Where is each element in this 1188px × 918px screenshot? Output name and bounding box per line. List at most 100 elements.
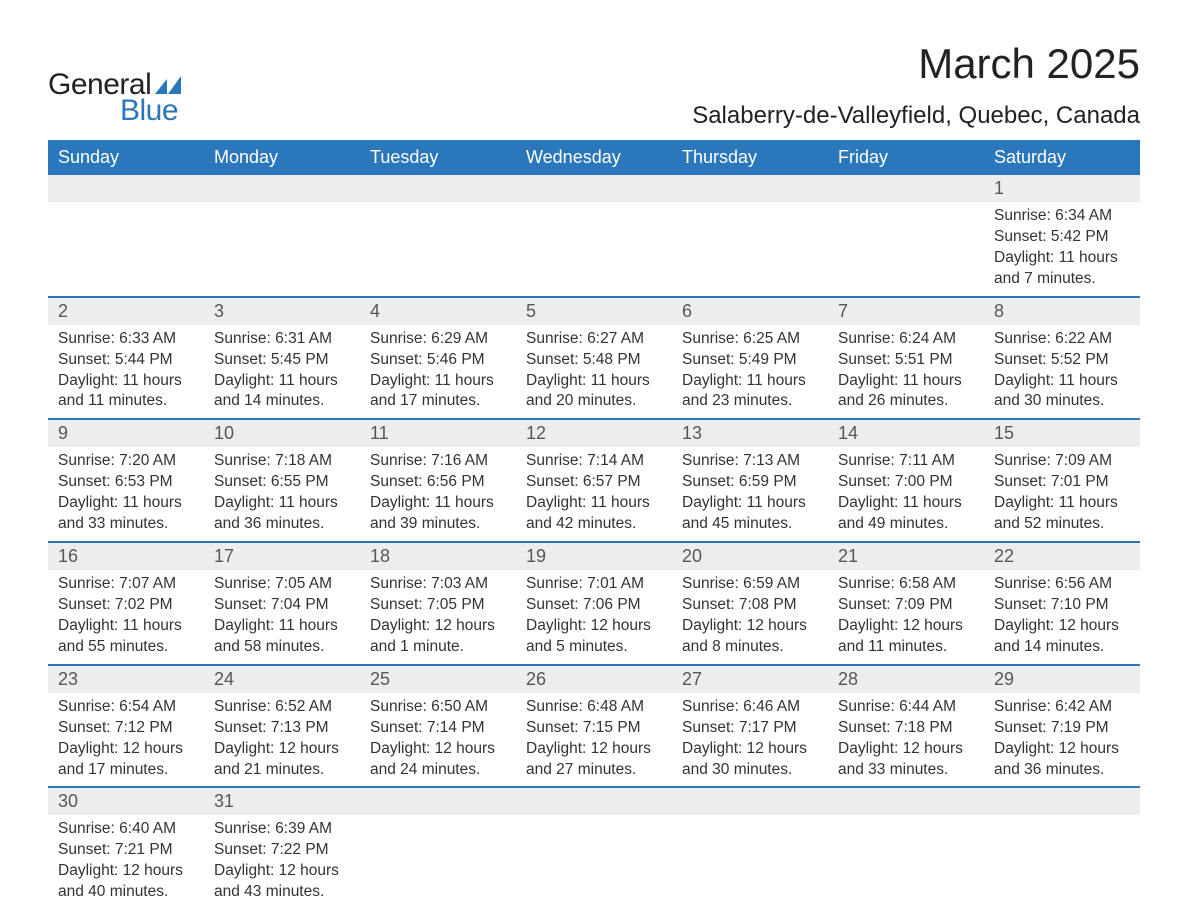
day-detail-cell: Sunrise: 6:40 AMSunset: 7:21 PMDaylight:… [48,815,204,909]
sunrise-line: Sunrise: 7:20 AM [58,451,194,472]
day-detail-cell [672,202,828,297]
sunrise-line: Sunrise: 7:16 AM [370,451,506,472]
daylight-line: Daylight: 11 hours and 17 minutes. [370,371,506,413]
daylight-line: Daylight: 11 hours and 30 minutes. [994,371,1130,413]
sunrise-line: Sunrise: 6:25 AM [682,329,818,350]
day-header: Thursday [672,140,828,175]
logo-word-blue: Blue [120,94,181,128]
day-detail-row: Sunrise: 6:40 AMSunset: 7:21 PMDaylight:… [48,815,1140,909]
daylight-line: Daylight: 11 hours and 33 minutes. [58,493,194,535]
sunrise-line: Sunrise: 6:34 AM [994,206,1130,227]
day-number: 1 [994,178,1004,198]
daylight-line: Daylight: 12 hours and 8 minutes. [682,616,818,658]
day-detail-cell: Sunrise: 7:05 AMSunset: 7:04 PMDaylight:… [204,570,360,665]
location: Salaberry-de-Valleyfield, Quebec, Canada [692,102,1140,130]
daylight-line: Daylight: 12 hours and 33 minutes. [838,739,974,781]
sunset-line: Sunset: 7:17 PM [682,718,818,739]
day-number: 19 [526,546,546,566]
sunrise-line: Sunrise: 7:07 AM [58,574,194,595]
day-detail-cell [984,815,1140,909]
daylight-line: Daylight: 11 hours and 58 minutes. [214,616,350,658]
day-number-cell: 27 [672,665,828,693]
day-number-cell [360,175,516,202]
day-number: 21 [838,546,858,566]
sunrise-line: Sunrise: 7:18 AM [214,451,350,472]
day-number-cell: 9 [48,419,204,447]
sunset-line: Sunset: 7:19 PM [994,718,1130,739]
day-number-cell [672,175,828,202]
day-number: 7 [838,301,848,321]
sunset-line: Sunset: 7:14 PM [370,718,506,739]
day-number-cell: 12 [516,419,672,447]
sunrise-line: Sunrise: 6:29 AM [370,329,506,350]
sunrise-line: Sunrise: 6:48 AM [526,697,662,718]
sunrise-line: Sunrise: 6:24 AM [838,329,974,350]
daylight-line: Daylight: 11 hours and 55 minutes. [58,616,194,658]
day-detail-cell: Sunrise: 6:52 AMSunset: 7:13 PMDaylight:… [204,693,360,788]
day-number-cell: 15 [984,419,1140,447]
sunset-line: Sunset: 7:21 PM [58,840,194,861]
day-number-row: 23242526272829 [48,665,1140,693]
day-header: Tuesday [360,140,516,175]
sunset-line: Sunset: 7:06 PM [526,595,662,616]
day-detail-cell: Sunrise: 6:24 AMSunset: 5:51 PMDaylight:… [828,325,984,420]
day-number: 24 [214,669,234,689]
day-number-cell: 8 [984,297,1140,325]
sunrise-line: Sunrise: 6:39 AM [214,819,350,840]
day-number-cell: 22 [984,542,1140,570]
day-number-cell: 7 [828,297,984,325]
daylight-line: Daylight: 12 hours and 5 minutes. [526,616,662,658]
day-number-cell [48,175,204,202]
sunrise-line: Sunrise: 6:31 AM [214,329,350,350]
day-detail-row: Sunrise: 6:33 AMSunset: 5:44 PMDaylight:… [48,325,1140,420]
month-title: March 2025 [692,40,1140,88]
day-number-cell: 19 [516,542,672,570]
day-detail-row: Sunrise: 6:54 AMSunset: 7:12 PMDaylight:… [48,693,1140,788]
day-detail-cell: Sunrise: 6:42 AMSunset: 7:19 PMDaylight:… [984,693,1140,788]
day-number-cell [516,175,672,202]
day-number-cell: 21 [828,542,984,570]
day-number: 20 [682,546,702,566]
day-number-cell: 14 [828,419,984,447]
daylight-line: Daylight: 11 hours and 45 minutes. [682,493,818,535]
day-detail-cell: Sunrise: 6:58 AMSunset: 7:09 PMDaylight:… [828,570,984,665]
sunset-line: Sunset: 5:45 PM [214,350,350,371]
day-number: 14 [838,423,858,443]
day-detail-cell: Sunrise: 6:33 AMSunset: 5:44 PMDaylight:… [48,325,204,420]
day-detail-cell: Sunrise: 7:18 AMSunset: 6:55 PMDaylight:… [204,447,360,542]
day-number-row: 16171819202122 [48,542,1140,570]
day-detail-cell [828,202,984,297]
sunset-line: Sunset: 5:49 PM [682,350,818,371]
day-detail-cell [672,815,828,909]
day-number-cell [672,787,828,815]
daylight-line: Daylight: 12 hours and 36 minutes. [994,739,1130,781]
day-number-cell: 11 [360,419,516,447]
sunset-line: Sunset: 7:00 PM [838,472,974,493]
day-number: 6 [682,301,692,321]
sunset-line: Sunset: 7:04 PM [214,595,350,616]
day-number-cell: 25 [360,665,516,693]
day-number: 27 [682,669,702,689]
sunrise-line: Sunrise: 6:52 AM [214,697,350,718]
daylight-line: Daylight: 12 hours and 1 minute. [370,616,506,658]
day-detail-cell: Sunrise: 6:29 AMSunset: 5:46 PMDaylight:… [360,325,516,420]
sunset-line: Sunset: 6:59 PM [682,472,818,493]
day-detail-cell: Sunrise: 6:54 AMSunset: 7:12 PMDaylight:… [48,693,204,788]
day-number-cell: 3 [204,297,360,325]
day-detail-cell: Sunrise: 7:07 AMSunset: 7:02 PMDaylight:… [48,570,204,665]
sunrise-line: Sunrise: 6:44 AM [838,697,974,718]
day-number-cell: 16 [48,542,204,570]
flag-icon [155,76,181,94]
day-detail-cell: Sunrise: 7:09 AMSunset: 7:01 PMDaylight:… [984,447,1140,542]
day-number-cell: 2 [48,297,204,325]
day-number-cell: 13 [672,419,828,447]
day-number-row: 2345678 [48,297,1140,325]
sunset-line: Sunset: 7:10 PM [994,595,1130,616]
day-detail-cell: Sunrise: 7:14 AMSunset: 6:57 PMDaylight:… [516,447,672,542]
day-number-cell [828,787,984,815]
day-number-cell: 26 [516,665,672,693]
day-header: Monday [204,140,360,175]
sunrise-line: Sunrise: 6:56 AM [994,574,1130,595]
sunset-line: Sunset: 7:18 PM [838,718,974,739]
sunset-line: Sunset: 5:44 PM [58,350,194,371]
